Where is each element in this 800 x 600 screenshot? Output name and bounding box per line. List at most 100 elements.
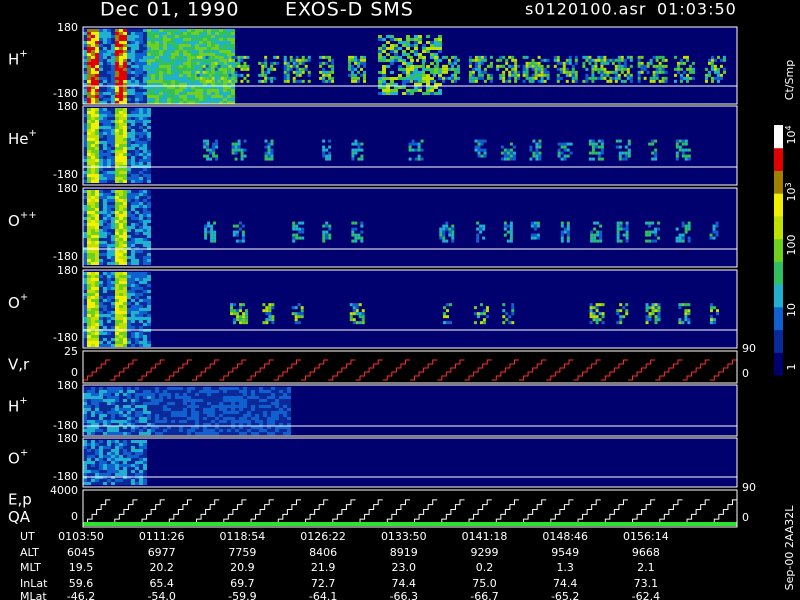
spectrum-cell [482,224,486,228]
spectrum-cell [259,417,263,420]
spectrum-cell [147,120,151,123]
spectrum-cell [283,387,287,390]
spectrum-cell [103,223,107,226]
spectrum-cell [240,154,244,158]
spectrum-cell [123,473,127,476]
spectrum-cell [394,53,398,56]
spectrum-cell [135,217,139,220]
spectrum-cell [131,89,135,92]
spectrum-cell [123,120,127,123]
spectrum-cell [287,393,291,396]
spectrum-cell [83,305,87,308]
spectrum-cell [688,64,692,68]
spectrum-cell [417,148,421,152]
spectrum-cell [358,321,362,325]
spectrum-cell [123,275,127,278]
spectrum-cell [243,429,247,432]
spectrum-cell [87,256,91,259]
spectrum-cell [283,58,287,62]
spectrum-cell [147,129,151,132]
spectrum-cell [107,156,111,159]
spectrum-cell [468,61,472,65]
spectrum-cell [187,65,191,68]
spectrum-cell [228,64,232,68]
spectrum-cell [438,38,442,41]
spectrum-cell [566,142,570,146]
spectrum-cell [119,132,123,135]
spectrum-cell [322,154,326,158]
spectrum-cell [474,55,478,59]
spectrum-cell [103,387,107,390]
spectrum-cell [99,440,103,443]
spectrum-cell [131,92,135,95]
spectrum-cell [99,211,103,214]
spectrum-cell [482,321,486,325]
spectrum-cell [167,71,171,74]
spectrum-cell [107,220,111,223]
spectrum-cell [103,65,107,68]
spectrum-cell [87,235,91,238]
spectrum-cell [261,73,265,77]
spectrum-cell [83,443,87,446]
spectrum-cell [242,303,246,307]
spectrum-cell [220,61,224,65]
spectrum-cell [143,235,147,238]
spectrum-cell [235,390,239,393]
spectrum-cell [247,387,251,390]
spectrum-cell [107,423,111,426]
spectrum-cell [119,135,123,138]
spectrum-cell [664,58,668,62]
spectrum-cell [167,402,171,405]
spectrum-cell [390,56,394,59]
spectrum-cell [237,148,241,152]
spectrum-cell [681,154,685,158]
spectrum-cell [215,32,219,35]
spectrum-cell [678,318,682,322]
spectrum-cell [127,253,131,256]
spectrum-cell [123,86,127,89]
spectrum-cell [489,61,493,65]
spectrum-cell [361,318,365,322]
spectrum-cell [115,83,119,86]
spectrum-cell [115,390,119,393]
spectrum-cell [155,101,159,104]
spectrum-cell [167,83,171,86]
spectrum-cell [562,61,566,65]
spectrum-cell [227,426,231,429]
spectrum-cell [87,141,91,144]
spectrum-cell [115,281,119,284]
spectrum-cell [245,321,249,325]
spectrum-cell [147,281,151,284]
spectrum-cell [139,296,143,299]
spectrum-cell [135,168,139,171]
spectrum-cell [386,59,390,62]
spectrum-cell [394,50,398,53]
spectrum-cell [107,123,111,126]
spectrum-cell [595,303,599,307]
spectrum-cell [546,73,550,77]
spectrum-cell [91,390,95,393]
spectrum-cell [286,61,290,65]
spectrum-cell [191,396,195,399]
spectrum-cell [234,70,238,74]
spectrum-cell [442,315,446,319]
spectrum-cell [239,387,243,390]
spectrum-cell [139,77,143,80]
spectrum-cell [95,470,99,473]
spectrum-cell [127,180,131,183]
spectrum-cell [83,180,87,183]
spectrum-cell [243,420,247,423]
spectrum-cell [681,139,685,143]
spectrum-cell [275,411,279,414]
spectrum-cell [91,302,95,305]
spectrum-cell [678,145,682,149]
spectrum-cell [95,174,99,177]
spectrum-cell [95,241,99,244]
spectrum-cell [237,139,241,143]
spectrum-cell [243,67,247,71]
spectrum-cell [111,180,115,183]
spectrum-cell [135,235,139,238]
spectrum-cell [127,123,131,126]
spectrum-cell [298,73,302,77]
